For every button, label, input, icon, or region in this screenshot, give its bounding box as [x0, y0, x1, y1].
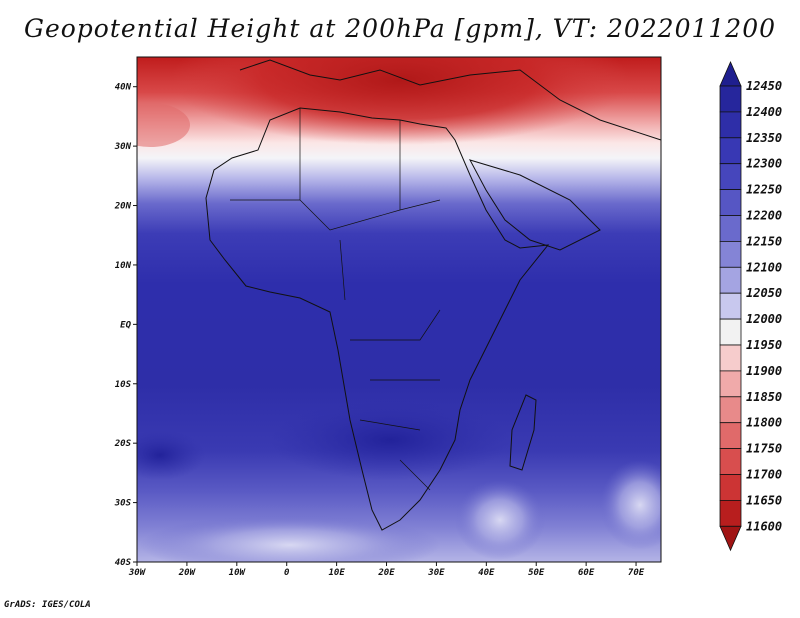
lat-tick-label: 40N	[115, 83, 132, 93]
colorbar-bottom-arrow	[719, 525, 742, 552]
colorbar-level-label: 12200	[746, 209, 782, 223]
colorbar-level-label: 12300	[746, 157, 782, 171]
grads-credit: GrADS: IGES/COLA	[4, 600, 91, 610]
colorbar-swatch	[719, 448, 742, 475]
colorbar-level-label: 12450	[746, 79, 782, 93]
lat-tick-label: 30N	[114, 142, 132, 152]
lon-tick-label: 10W	[229, 568, 247, 578]
colorbar-level-label: 12150	[746, 234, 782, 248]
colorbar-level-label: 11700	[746, 468, 782, 482]
colorbar-swatch	[719, 266, 742, 294]
africa-coastline	[205, 107, 550, 531]
country-borders	[230, 108, 441, 491]
colorbar-level-label: 11850	[746, 390, 782, 404]
colorbar-top-arrow	[719, 61, 742, 87]
coastlines	[205, 59, 662, 531]
colorbar-swatch	[719, 163, 742, 190]
colorbar-swatch	[719, 370, 742, 398]
colorbar-level-label: 11750	[746, 442, 782, 456]
lat-tick-label: EQ	[120, 320, 131, 330]
colorbar-swatch	[719, 344, 742, 372]
colorbar-level-label: 12000	[746, 312, 782, 326]
arabia-coastline	[468, 159, 601, 251]
colorbar-level-label: 11600	[746, 519, 782, 533]
lat-tick-label: 10N	[115, 261, 132, 271]
lon-tick-label: 30W	[128, 568, 147, 578]
lon-tick-label: 20E	[377, 568, 395, 578]
lat-tick-label: 10S	[115, 380, 132, 390]
lat-tick-label: 20S	[114, 439, 132, 449]
colorbar-level-label: 11650	[746, 493, 782, 507]
lon-tick-label: 70E	[628, 568, 645, 578]
colorbar: 12450 12400 12350 12300 12250 12200 12150 12100…	[719, 61, 782, 552]
colorbar-swatch	[719, 111, 742, 139]
lon-tick-label: 40E	[478, 568, 495, 578]
lat-tick-label: 40S	[115, 558, 132, 568]
lon-tick-label: 50E	[528, 568, 545, 578]
colorbar-swatch	[719, 292, 742, 320]
lat-tick-label: 20N	[114, 202, 132, 212]
lon-tick-label: 60E	[578, 568, 595, 578]
colorbar-swatch	[719, 85, 742, 113]
colorbar-swatch	[719, 189, 742, 216]
lon-tick-label: 10E	[328, 568, 345, 578]
lon-tick-label: 30E	[427, 568, 445, 578]
colorbar-swatch	[719, 240, 742, 268]
europe-coastline	[239, 59, 662, 141]
colorbar-swatch	[719, 422, 742, 450]
lon-tick-label: 0	[284, 568, 290, 578]
colorbar-swatch	[719, 318, 742, 346]
madagascar-coastline	[509, 394, 537, 471]
colorbar-level-label: 12350	[746, 131, 782, 145]
colorbar-level-label: 11800	[746, 416, 782, 430]
colorbar-swatch	[719, 396, 742, 424]
colorbar-level-label: 12100	[746, 260, 782, 274]
longitude-labels: 30W 20W 10W 0 10E 20E 30E 40E 50E 60E 70E	[128, 562, 645, 578]
colorbar-level-label: 12250	[746, 183, 782, 197]
map-title: Geopotential Height at 200hPa [gpm], VT:…	[23, 14, 777, 43]
geopotential-field	[137, 57, 661, 562]
colorbar-swatch	[719, 137, 742, 165]
colorbar-level-label: 12400	[746, 105, 782, 119]
colorbar-swatch	[719, 499, 742, 527]
lon-tick-label: 20W	[178, 568, 197, 578]
colorbar-swatch	[719, 474, 742, 501]
colorbar-level-label: 11950	[746, 338, 782, 352]
colorbar-level-label: 11900	[746, 364, 782, 378]
latitude-labels: 40N 30N 20N 10N EQ 10S 20S 30S 40S	[114, 83, 137, 568]
map-frame	[136, 56, 662, 563]
colorbar-level-label: 12050	[746, 286, 782, 300]
lat-tick-label: 30S	[114, 499, 132, 509]
colorbar-swatch	[719, 215, 742, 242]
